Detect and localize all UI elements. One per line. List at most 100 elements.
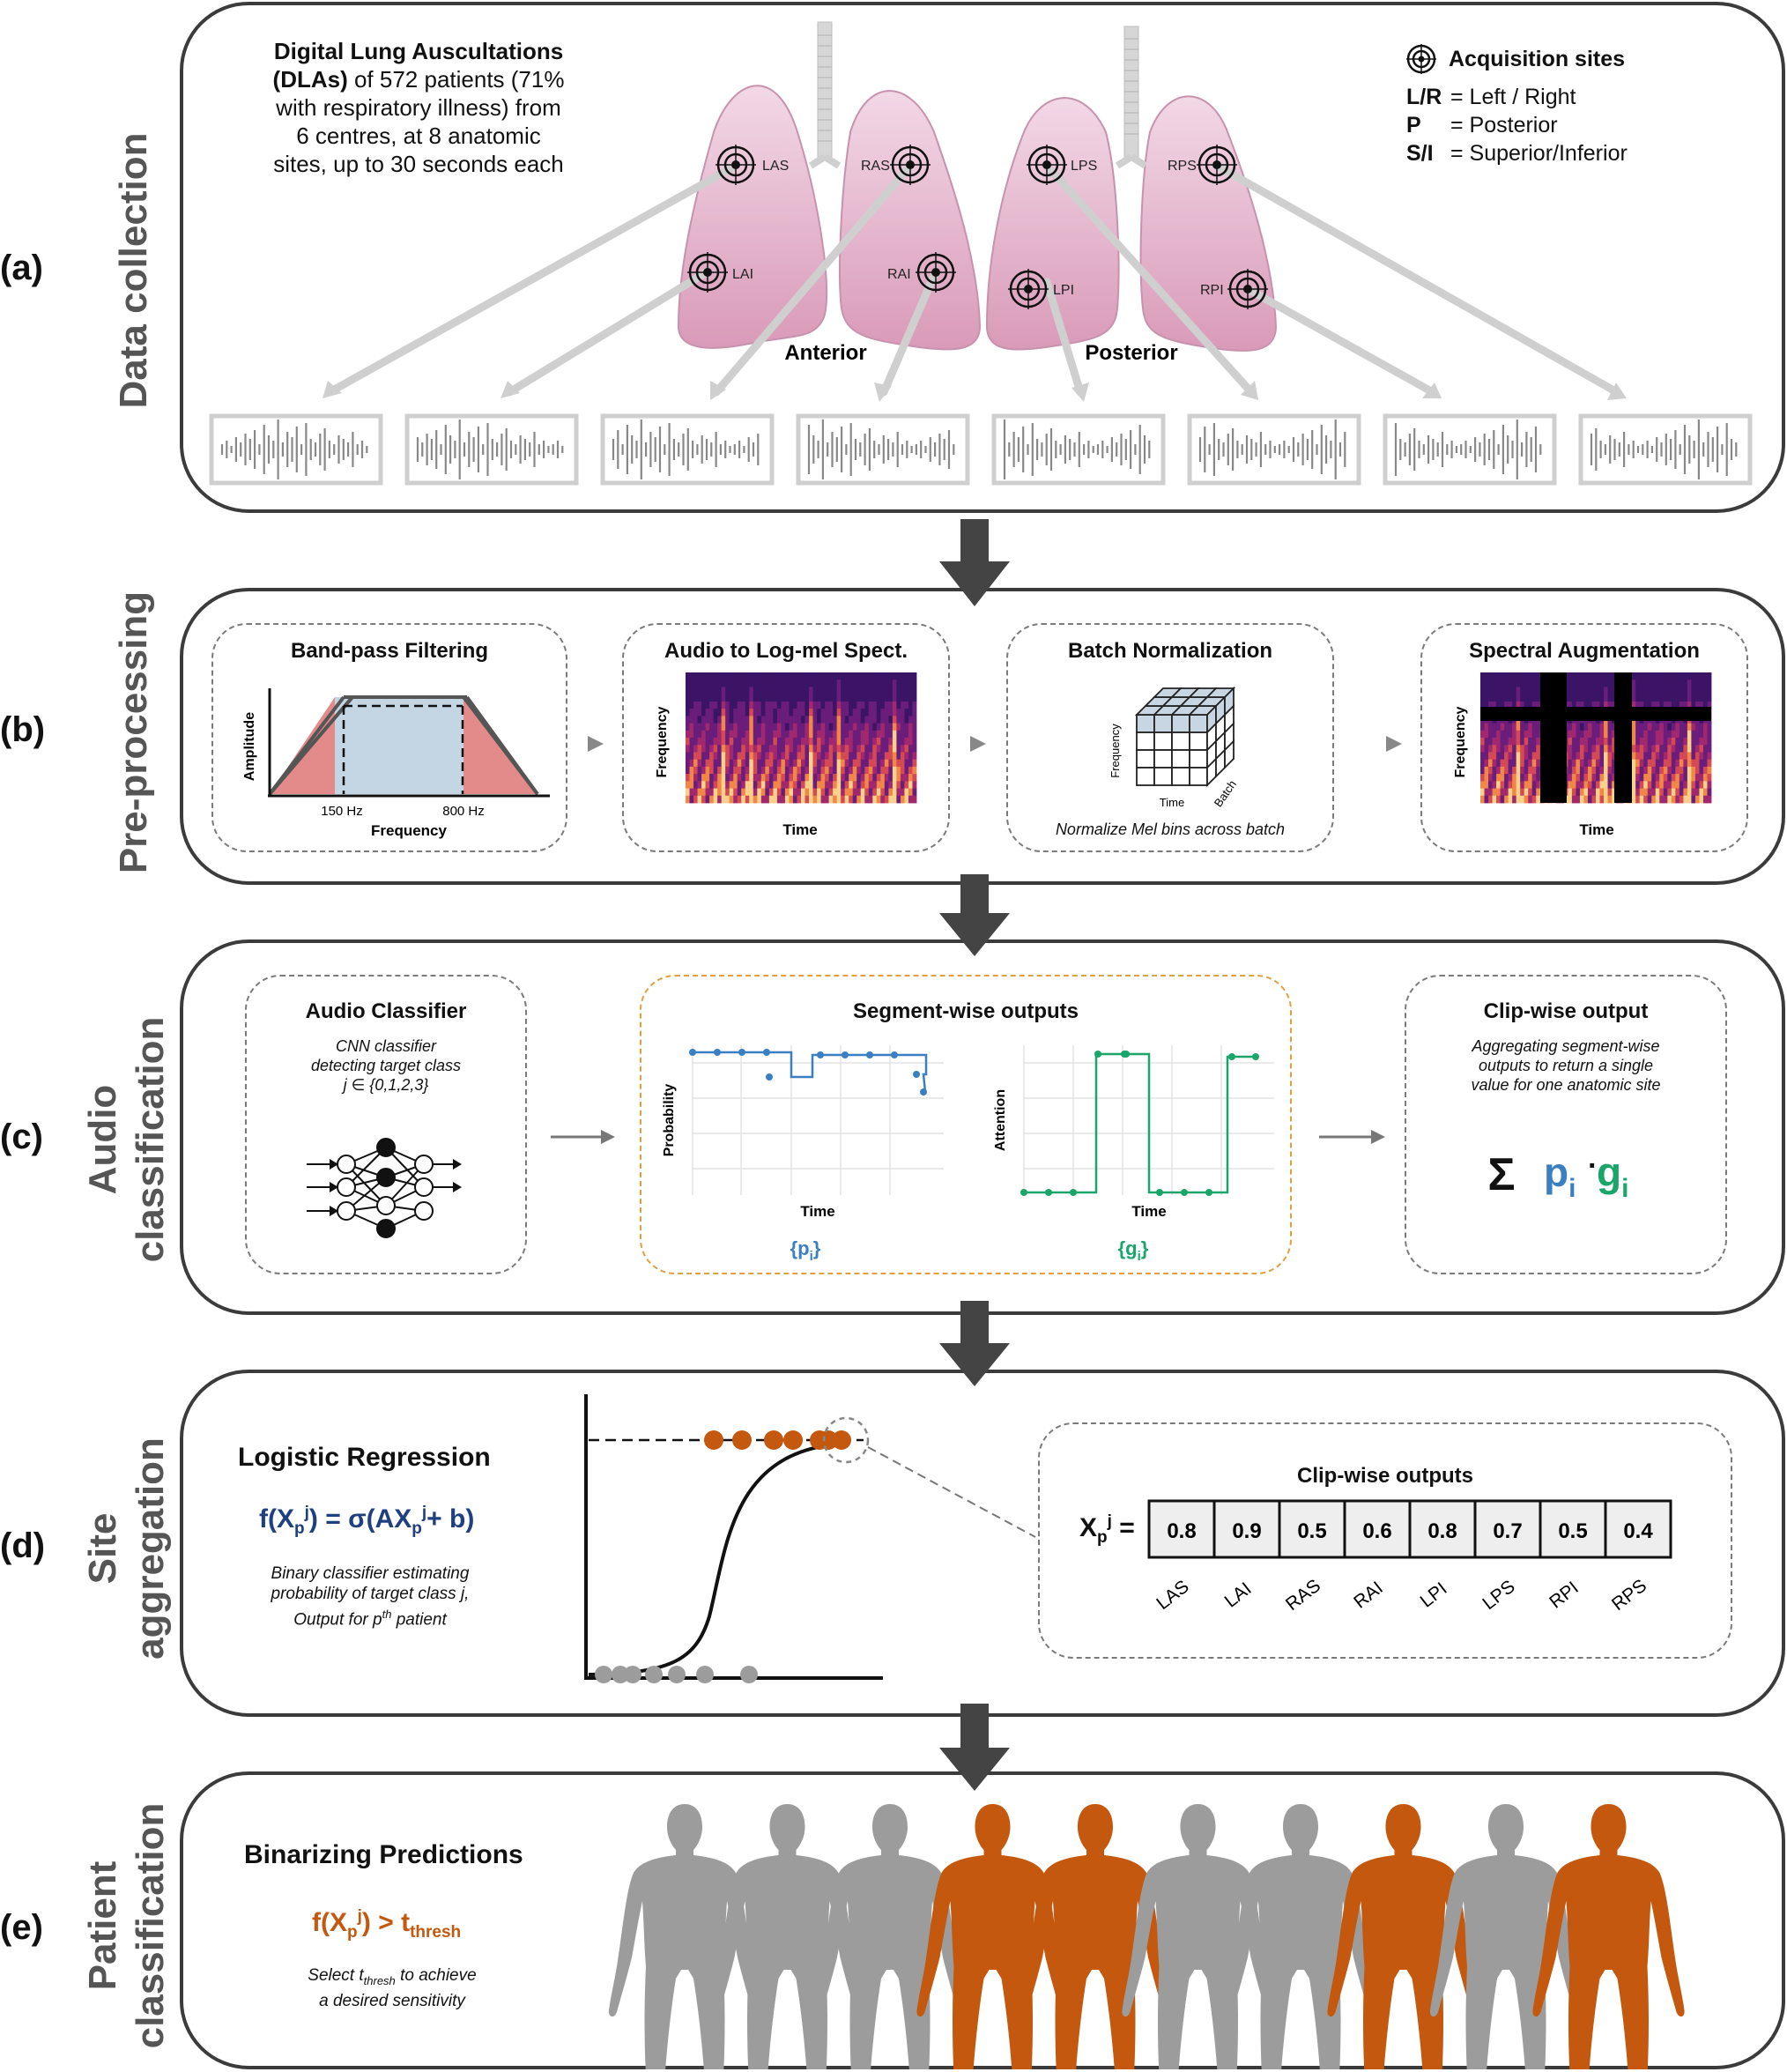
clip-desc-line2: outputs to return a single	[1478, 1057, 1654, 1074]
intro-bold: Digital Lung Auscultations	[273, 38, 564, 64]
clip-value: 0.7	[1493, 1519, 1522, 1543]
prob-ylabel: Probability	[662, 1084, 677, 1157]
recording-waveform	[1383, 413, 1557, 486]
bandpass-ylabel: Amplitude	[242, 712, 257, 781]
site-label-rps: RPS	[1168, 159, 1197, 174]
legend-key: P	[1406, 113, 1421, 137]
arrow-d-e	[939, 1704, 1010, 1791]
bin-formula: f(Xpj) > tthresh	[312, 1907, 462, 1942]
batchnorm-cube: Frequency Time Batch	[1109, 686, 1239, 809]
classifier-desc-line2: detecting target class	[310, 1057, 462, 1074]
prob-xlabel: Time	[800, 1203, 834, 1220]
sigmoid-curve	[588, 1442, 847, 1676]
lung-anterior-right	[839, 90, 982, 351]
site-label-las: LAS	[762, 159, 789, 174]
audio-classifier-desc: CNN classifier detecting target class j …	[247, 1036, 525, 1095]
bandpass-title: Band-pass Filtering	[290, 639, 489, 663]
sum-symbol: Σ	[1487, 1149, 1515, 1200]
logmel-spectrogram	[686, 672, 917, 804]
lr-description: Binary classifier estimating probability…	[238, 1563, 502, 1630]
clip-site-label: LAI	[1220, 1578, 1255, 1612]
patients-row	[608, 1804, 1685, 2069]
lr-title: Logistic Regression	[238, 1443, 491, 1472]
legend-value: = Posterior	[1450, 113, 1558, 137]
site-label-rai: RAI	[887, 267, 911, 282]
clip-value-cell: 0.8	[1147, 1499, 1216, 1559]
g-set-label: {gi}	[1118, 1237, 1149, 1264]
logmel-plot: Frequency Time	[655, 672, 917, 838]
recording-waveform	[796, 413, 970, 486]
att-xlabel: Time	[1131, 1203, 1166, 1220]
clip-site-label: RPI	[1546, 1578, 1583, 1613]
site-connector-heads	[323, 381, 1627, 402]
clip-site-label: LAS	[1153, 1577, 1192, 1615]
audio-classifier-title: Audio Classifier	[305, 999, 467, 1023]
target-icon	[1406, 44, 1436, 74]
trachea-posterior	[1123, 26, 1139, 160]
target-icon	[1227, 269, 1268, 309]
legend-value: = Superior/Inferior	[1450, 141, 1628, 166]
lungs-diagram: LAS LAI RAS RAI LPS LPI RPS RPI Anterior…	[209, 21, 1753, 486]
att-ylabel: Attention	[993, 1089, 1008, 1151]
cube-time-label: Time	[1160, 796, 1184, 809]
panel-a-label: (a)	[0, 249, 43, 287]
legend-key: S/I	[1406, 141, 1434, 166]
clip-output-title: Clip-wise output	[1483, 999, 1649, 1023]
clip-value: 0.8	[1167, 1519, 1196, 1543]
classifier-desc-line3: j ∈ {0,1,2,3}	[343, 1076, 429, 1094]
clip-desc-line3: value for one anatomic site	[1471, 1076, 1661, 1094]
cube-freq-label: Frequency	[1109, 724, 1122, 778]
clip-value-cell: 0.6	[1343, 1499, 1412, 1559]
site-label-lps: LPS	[1071, 159, 1097, 174]
legend-row-p: P = Posterior	[1406, 111, 1697, 139]
clip-values-table: 0.8 LAS 0.9 LAI 0.5 RAS 0.6 RAI 0.8 LPI 0.7 LPS 0.5 R…	[1147, 1499, 1672, 1615]
legend: Acquisition sites L/R = Left / Right P = P…	[1406, 44, 1697, 167]
clip-value: 0.9	[1232, 1519, 1261, 1543]
logmel-title: Audio to Log-mel Spect.	[664, 639, 908, 663]
specaug-plot: Frequency Time	[1453, 672, 1712, 838]
logmel-ylabel: Frequency	[655, 706, 670, 777]
clip-value: 0.5	[1558, 1519, 1587, 1543]
sigmoid-plot	[584, 1394, 1036, 1683]
clip-output-box: Clip-wise output Aggregating segment-wis…	[1405, 975, 1727, 1274]
arrow-a-b	[939, 519, 1010, 606]
bandpass-xlabel: Frequency	[371, 822, 448, 839]
lr-desc-line3: Output for pth patient	[293, 1608, 447, 1630]
legend-title: Acquisition sites	[1449, 47, 1626, 71]
clip-value: 0.8	[1427, 1519, 1457, 1543]
batchnorm-box: Batch Normalization Normalize Mel bins a…	[1006, 623, 1334, 852]
site-label-ras: RAS	[861, 159, 890, 174]
intro-bold-abbr: (DLAs)	[272, 66, 348, 93]
legend-key: L/R	[1406, 85, 1442, 109]
clip-value-cell: 0.4	[1604, 1499, 1672, 1559]
attention-series	[1024, 1052, 1256, 1194]
clip-value-cell: 0.7	[1473, 1499, 1542, 1559]
clip-value-cell: 0.5	[1278, 1499, 1346, 1559]
bandpass-high: 800 Hz	[442, 804, 485, 819]
logmel-xlabel: Time	[782, 821, 817, 838]
clip-value: 0.5	[1297, 1519, 1326, 1543]
neural-net-icon	[307, 1138, 462, 1238]
p-set-label: {pi}	[790, 1237, 821, 1264]
lung-posterior-left	[985, 97, 1120, 351]
bandpass-plot: Amplitude 150 Hz 800 Hz Frequency	[242, 688, 550, 839]
segment-outputs-box: Segment-wise outputs	[640, 975, 1292, 1274]
augmented-spectrogram	[1480, 672, 1712, 804]
sum-formula: Σ pi · gi	[1487, 1149, 1628, 1203]
legend-row-lr: L/R = Left / Right	[1406, 83, 1697, 111]
batchnorm-title: Batch Normalization	[1067, 639, 1273, 663]
clip-value: 0.6	[1362, 1519, 1391, 1543]
recording-waveform	[404, 413, 579, 486]
clip-output-desc: Aggregating segment-wise outputs to retu…	[1406, 1036, 1725, 1095]
clip-value: 0.4	[1623, 1519, 1653, 1543]
arrow-b-c	[939, 874, 1010, 956]
legend-row-si: S/I = Superior/Inferior	[1406, 139, 1697, 167]
panel-c-label: (c)	[0, 1118, 43, 1156]
clip-desc-line1: Aggregating segment-wise	[1472, 1037, 1660, 1055]
site-label-lai: LAI	[732, 267, 753, 282]
specaug-title: Spectral Augmentation	[1469, 639, 1700, 663]
g-symbol: gi	[1597, 1149, 1628, 1203]
classifier-desc-line1: CNN classifier	[335, 1037, 436, 1055]
specaug-xlabel: Time	[1579, 821, 1613, 838]
